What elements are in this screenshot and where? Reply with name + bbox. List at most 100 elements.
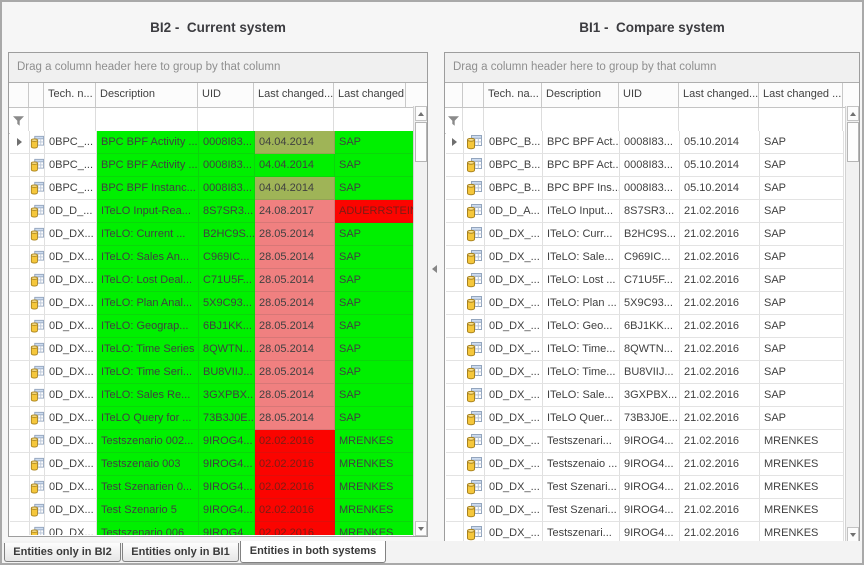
filter-row-indicator[interactable]: [445, 108, 463, 133]
tab-entities-only-in-bi2[interactable]: Entities only in BI2: [4, 543, 121, 562]
left-group-by-panel[interactable]: Drag a column header here to group by th…: [9, 53, 427, 83]
table-row[interactable]: 0D_D_A... ITeLO Input... 8S7SR3... 21.02.20…: [446, 200, 847, 223]
cell-tech-name: 0D_DX_...: [485, 384, 543, 407]
cell-uid: 8QWTN...: [199, 338, 255, 361]
table-row[interactable]: 0D_DX_... Testszenari... 9IROG4... 21.02.20…: [446, 430, 847, 453]
table-row[interactable]: 0D_DX... ITeLO: Current ... B2HC9S... 28.05…: [10, 223, 415, 246]
table-row[interactable]: 0D_DX_... Testszenaio ... 9IROG4... 21.02.2…: [446, 453, 847, 476]
table-row[interactable]: 0BPC_B... BPC BPF Ins... 0008I83... 05.10.2…: [446, 177, 847, 200]
table-row[interactable]: 0D_DX... Testszenaio 003 9IROG4... 02.02.20…: [10, 453, 415, 476]
table-row[interactable]: 0D_DX... ITeLO: Plan Anal... 5X9C93... 28.0…: [10, 292, 415, 315]
filter-input[interactable]: [759, 108, 843, 133]
filter-input[interactable]: [254, 108, 334, 133]
row-indicator-cell: [446, 430, 464, 453]
scrollbar-thumb[interactable]: [415, 122, 427, 162]
table-row[interactable]: 0D_DX_... ITeLO: Plan ... 5X9C93... 21.02.2…: [446, 292, 847, 315]
cell-last-changed-by: SAP: [760, 292, 844, 315]
filter-row-indicator[interactable]: [9, 108, 29, 133]
filter-input[interactable]: [29, 108, 44, 133]
table-row[interactable]: 0D_DX_... ITeLO: Lost ... C71U5F... 21.02.2…: [446, 269, 847, 292]
column-header-uid[interactable]: UID: [198, 83, 254, 107]
row-type-icon-cell: [30, 177, 45, 200]
table-row[interactable]: 0BPC_B... BPC BPF Act... 0008I83... 05.10.2…: [446, 131, 847, 154]
table-row[interactable]: 0D_DX_... Testszenari... 9IROG4... 21.02.20…: [446, 522, 847, 541]
cell-description: ITeLO: Sales Re...: [97, 384, 199, 407]
cell-last-changed-by: SAP: [760, 200, 844, 223]
table-row[interactable]: 0D_DX_... ITeLO Quer... 73B3J0E... 21.02.20…: [446, 407, 847, 430]
column-header-last-changed[interactable]: Last changed...: [679, 83, 759, 107]
column-header-uid[interactable]: UID: [619, 83, 679, 107]
column-header-description[interactable]: Description: [542, 83, 619, 107]
row-type-icon-cell: [30, 361, 45, 384]
left-vertical-scrollbar[interactable]: [413, 106, 427, 536]
right-vertical-scrollbar[interactable]: [845, 106, 859, 542]
row-type-icon-cell: [464, 453, 485, 476]
cell-description: ITeLO Quer...: [543, 407, 620, 430]
scroll-up-icon[interactable]: [847, 106, 859, 121]
row-indicator-cell: [10, 384, 30, 407]
row-type-icon-cell: [464, 246, 485, 269]
cell-uid: C71U5F...: [620, 269, 680, 292]
table-row[interactable]: 0D_D_... ITeLO Input-Rea... 8S7SR3... 24.08…: [10, 200, 415, 223]
cell-uid: 5X9C93...: [620, 292, 680, 315]
cell-tech-name: 0D_DX...: [45, 246, 97, 269]
column-header-last-changed[interactable]: Last changed...: [254, 83, 334, 107]
column-header-tech-name[interactable]: Tech. na...: [484, 83, 542, 107]
table-row[interactable]: 0D_DX_... ITeLO: Sale... 3GXPBX... 21.02.20…: [446, 384, 847, 407]
filter-input[interactable]: [619, 108, 679, 133]
table-row[interactable]: 0D_DX_... ITeLO: Curr... B2HC9S... 21.02.20…: [446, 223, 847, 246]
filter-input[interactable]: [44, 108, 96, 133]
cell-tech-name: 0D_DX_...: [485, 223, 543, 246]
scrollbar-thumb[interactable]: [847, 122, 859, 162]
table-row[interactable]: 0D_DX... Testszenario 002... 9IROG4... 02.0…: [10, 430, 415, 453]
right-group-by-panel[interactable]: Drag a column header here to group by th…: [445, 53, 859, 83]
filter-input[interactable]: [679, 108, 759, 133]
table-row[interactable]: 0D_DX... Test Szenarien 0... 9IROG4... 02.0…: [10, 476, 415, 499]
table-row[interactable]: 0D_DX... ITeLO: Geograp... 6BJ1KK... 28.05.…: [10, 315, 415, 338]
filter-input[interactable]: [334, 108, 414, 133]
table-row[interactable]: 0D_DX... ITeLO: Lost Deal... C71U5F... 28.0…: [10, 269, 415, 292]
splitter-collapse-icon[interactable]: [429, 261, 439, 277]
filter-input[interactable]: [198, 108, 254, 133]
row-indicator-cell: [446, 338, 464, 361]
table-row[interactable]: 0D_DX_... ITeLO: Time... BU8VIIJ... 21.02.2…: [446, 361, 847, 384]
table-row[interactable]: 0D_DX... Testszenario 006 9IROG4... 02.02.2…: [10, 522, 415, 535]
scroll-up-icon[interactable]: [415, 106, 427, 121]
table-row[interactable]: 0D_DX... Test Szenario 5 9IROG4... 02.02.20…: [10, 499, 415, 522]
column-header-last-changed-by[interactable]: Last changed by: [334, 83, 406, 107]
table-row[interactable]: 0D_DX... ITeLO: Time Series 8QWTN... 28.05.…: [10, 338, 415, 361]
left-grid-filter-row: [9, 108, 427, 134]
table-row[interactable]: 0D_DX_... ITeLO: Time... 8QWTN... 21.02.201…: [446, 338, 847, 361]
column-header-last-changed-by[interactable]: Last changed ...: [759, 83, 843, 107]
table-row[interactable]: 0D_DX_... Test Szenari... 9IROG4... 21.02.2…: [446, 499, 847, 522]
filter-input[interactable]: [96, 108, 198, 133]
cell-last-changed-by: SAP: [335, 384, 415, 407]
table-row[interactable]: 0BPC_... BPC BPF Activity ... 0008I83... 04…: [10, 131, 415, 154]
table-row[interactable]: 0D_DX... ITeLO: Sales Re... 3GXPBX... 28.05…: [10, 384, 415, 407]
tab-entities-in-both-systems[interactable]: Entities in both systems: [240, 541, 386, 563]
scroll-down-icon[interactable]: [415, 521, 427, 536]
row-indicator-cell: [10, 131, 30, 154]
column-header-description[interactable]: Description: [96, 83, 198, 107]
infoprovider-icon: [467, 341, 482, 356]
table-row[interactable]: 0D_DX... ITeLO: Sales An... C969IC... 28.05…: [10, 246, 415, 269]
scroll-down-icon[interactable]: [847, 527, 859, 542]
infoprovider-icon: [467, 456, 482, 471]
filter-input[interactable]: [463, 108, 484, 133]
table-row[interactable]: 0BPC_... BPC BPF Instanc... 0008I83... 04.0…: [10, 177, 415, 200]
tab-entities-only-in-bi1[interactable]: Entities only in BI1: [122, 543, 239, 562]
table-row[interactable]: 0D_DX... ITeLO: Time Seri... BU8VIIJ... 28.…: [10, 361, 415, 384]
table-row[interactable]: 0D_DX_... Test Szenari... 9IROG4... 21.02.2…: [446, 476, 847, 499]
column-header-tech-name[interactable]: Tech. n...: [44, 83, 96, 107]
filter-input[interactable]: [484, 108, 542, 133]
table-row[interactable]: 0BPC_B... BPC BPF Act... 0008I83... 05.10.2…: [446, 154, 847, 177]
cell-tech-name: 0D_DX_...: [485, 453, 543, 476]
table-row[interactable]: 0D_DX_... ITeLO: Geo... 6BJ1KK... 21.02.201…: [446, 315, 847, 338]
cell-uid: 0008I83...: [620, 131, 680, 154]
table-row[interactable]: 0BPC_... BPC BPF Activity ... 0008I83... 04…: [10, 154, 415, 177]
table-row[interactable]: 0D_DX_... ITeLO: Sale... C969IC... 21.02.20…: [446, 246, 847, 269]
filter-input[interactable]: [542, 108, 619, 133]
cell-last-changed-by: MRENKES: [335, 522, 415, 535]
table-row[interactable]: 0D_DX... ITeLO Query for ... 73B3J0E... 28.…: [10, 407, 415, 430]
infoprovider-icon: [467, 249, 482, 264]
